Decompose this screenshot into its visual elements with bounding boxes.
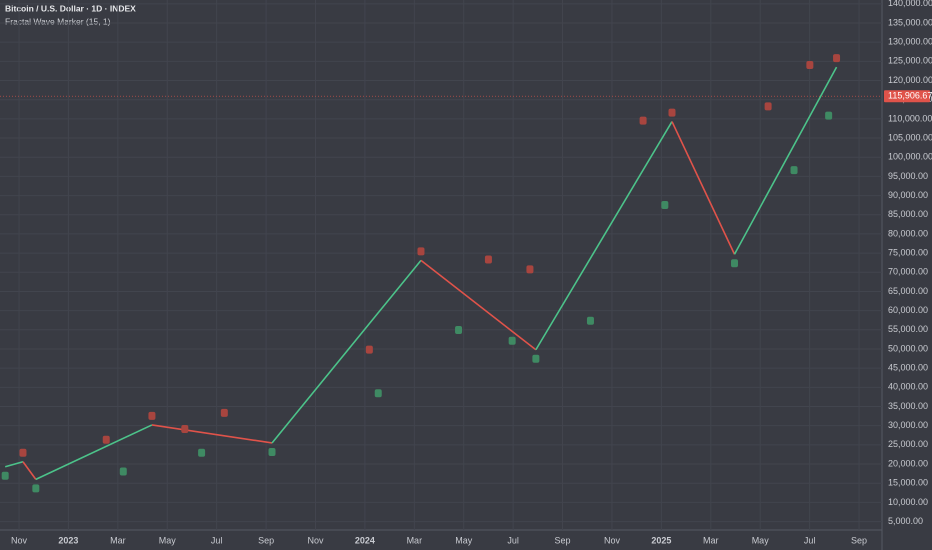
y-tick-label: 100,000.00	[888, 152, 932, 162]
low-marker	[198, 448, 206, 457]
y-tick-label: 85,000.00	[888, 209, 928, 219]
x-tick-label: 2024	[355, 535, 375, 545]
swing-segment	[733, 66, 838, 255]
low-marker	[119, 467, 127, 476]
swing-segment	[671, 121, 736, 255]
high-marker	[220, 408, 228, 417]
high-marker	[833, 54, 841, 63]
x-tick-label: Nov	[11, 535, 28, 545]
x-tick-label: Mar	[407, 535, 423, 545]
low-marker	[731, 259, 739, 268]
low-marker	[661, 200, 669, 209]
low-marker	[790, 166, 798, 175]
high-marker	[639, 116, 647, 125]
y-tick-label: 125,000.00	[888, 56, 932, 66]
high-marker	[181, 424, 189, 433]
swing-segment	[35, 424, 153, 481]
high-marker	[668, 108, 676, 117]
high-marker	[526, 265, 534, 274]
y-tick-label: 40,000.00	[888, 382, 928, 392]
y-tick-label: 90,000.00	[888, 190, 928, 200]
chart-title: Bitcoin / U.S. Dollar · 1D · INDEX	[5, 3, 136, 13]
high-marker	[148, 411, 156, 420]
x-tick-label: Jul	[211, 535, 223, 545]
y-tick-label: 135,000.00	[888, 17, 932, 27]
high-marker	[484, 255, 492, 264]
y-tick-label: 75,000.00	[888, 247, 928, 257]
x-tick-label: 2025	[651, 535, 671, 545]
x-tick-label: Sep	[851, 535, 867, 545]
x-tick-label: Jul	[507, 535, 519, 545]
x-tick-label: May	[159, 535, 177, 545]
y-tick-label: 130,000.00	[888, 37, 932, 47]
y-tick-label: 35,000.00	[888, 401, 928, 411]
y-tick-label: 55,000.00	[888, 324, 928, 334]
y-tick-label: 15,000.00	[888, 478, 928, 488]
high-marker	[417, 247, 425, 256]
y-tick-label: 105,000.00	[888, 132, 932, 142]
swing-segment	[271, 259, 422, 444]
low-marker	[532, 354, 540, 363]
high-marker	[806, 61, 814, 70]
y-tick-label: 25,000.00	[888, 439, 928, 449]
low-marker	[374, 389, 382, 398]
x-tick-label: Sep	[555, 535, 571, 545]
swing-segment	[22, 461, 37, 480]
swing-segment	[4, 460, 24, 468]
y-tick-label: 65,000.00	[888, 286, 928, 296]
y-tick-label: 45,000.00	[888, 363, 928, 373]
x-tick-label: May	[455, 535, 473, 545]
x-tick-label: Mar	[703, 535, 719, 545]
low-marker	[32, 484, 40, 493]
low-marker	[455, 325, 463, 334]
last-price-label: 115,906.67	[888, 91, 932, 101]
low-marker	[825, 111, 833, 120]
y-tick-label: 140,000.00	[888, 0, 932, 8]
chart-subtitle: Fractal Wave Marker (15, 1)	[5, 16, 111, 26]
y-tick-label: 20,000.00	[888, 458, 928, 468]
last-price-box	[884, 90, 930, 103]
y-tick-label: 110,000.00	[888, 113, 932, 123]
swing-segment	[151, 424, 273, 444]
x-tick-label: Sep	[258, 535, 274, 545]
y-tick-label: 60,000.00	[888, 305, 928, 315]
x-tick-label: Nov	[307, 535, 324, 545]
low-marker	[1, 471, 9, 480]
high-marker	[764, 102, 772, 111]
y-tick-label: 95,000.00	[888, 171, 928, 181]
y-tick-label: 120,000.00	[888, 75, 932, 85]
high-marker	[365, 345, 373, 354]
high-marker	[102, 435, 110, 444]
y-tick-label: 10,000.00	[888, 497, 928, 507]
x-tick-label: 2023	[58, 535, 78, 545]
high-marker	[19, 448, 27, 457]
x-tick-label: Nov	[604, 535, 621, 545]
low-marker	[586, 316, 594, 325]
swing-segment	[535, 121, 673, 351]
low-marker	[508, 336, 516, 345]
y-tick-label: 50,000.00	[888, 343, 928, 353]
swing-segment	[420, 259, 537, 351]
y-tick-label: 70,000.00	[888, 267, 928, 277]
low-marker	[268, 447, 276, 456]
x-tick-label: Mar	[110, 535, 126, 545]
y-tick-label: 80,000.00	[888, 228, 928, 238]
x-tick-label: Jul	[804, 535, 816, 545]
x-tick-label: May	[752, 535, 770, 545]
y-tick-label: 5,000.00	[888, 516, 923, 526]
y-tick-label: 30,000.00	[888, 420, 928, 430]
